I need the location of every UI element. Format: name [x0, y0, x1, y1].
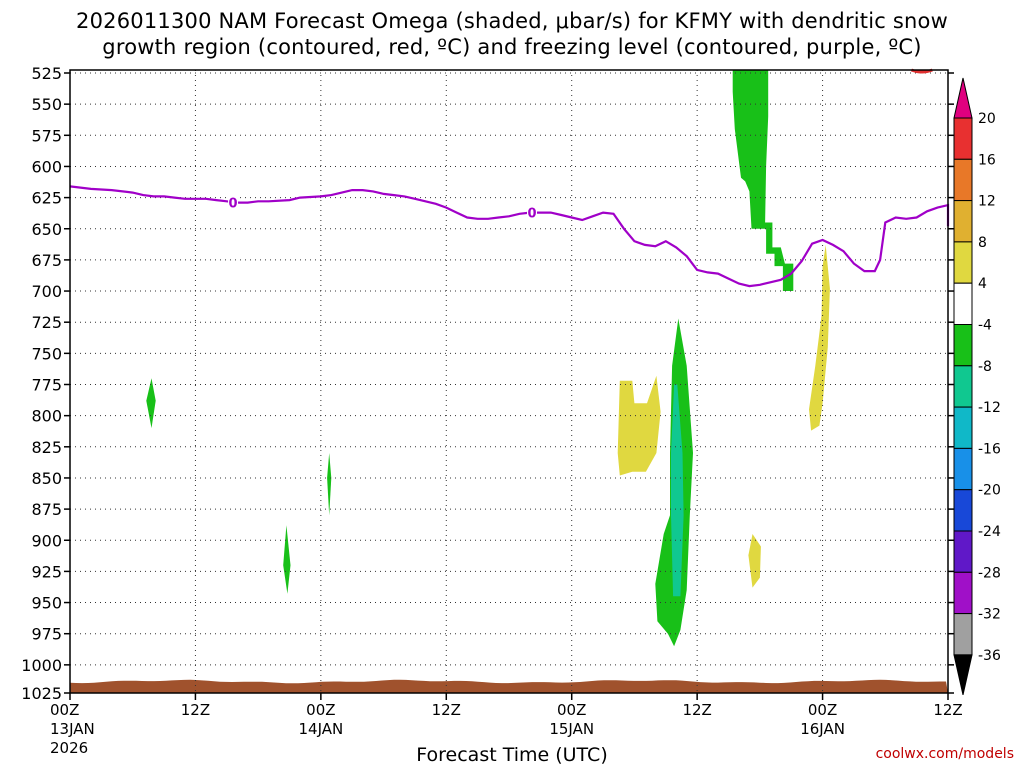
- y-tick-label-9: 750: [31, 344, 62, 363]
- colorbar-seg-4: [953, 241, 973, 284]
- y-tick-label-7: 700: [31, 282, 62, 301]
- x-year-label-0: 2026: [50, 739, 88, 757]
- plot-frame: [69, 69, 949, 694]
- colorbar-seg-2: [953, 158, 973, 202]
- y-tick-label-16: 925: [31, 562, 62, 581]
- x-date-label-4: 15JAN: [549, 720, 594, 738]
- omega-region-2: [327, 453, 332, 516]
- colorbar-seg-3: [953, 200, 973, 243]
- y-tick-label-1: 550: [31, 95, 62, 114]
- colorbar-seg-6: [953, 324, 973, 367]
- omega-region-0: [732, 70, 794, 291]
- y-tick-label-0: 525: [31, 64, 62, 83]
- y-tick-label-12: 825: [31, 438, 62, 457]
- colorbar-seg-1: [953, 117, 973, 160]
- omega-region-7: [809, 244, 830, 431]
- y-tick-label-13: 850: [31, 469, 62, 488]
- colorbar-label-5: -4: [978, 318, 992, 334]
- x-tick-label-5: 12Z: [682, 701, 711, 719]
- freezing-label-bg-1: [526, 205, 537, 219]
- colorbar-seg-11: [953, 530, 973, 573]
- colorbar-seg-7: [953, 365, 973, 408]
- y-tick-label-4: 625: [31, 189, 62, 208]
- y-tick-label-3: 600: [31, 157, 62, 176]
- x-tick-label-0: 00Z: [50, 701, 79, 719]
- colorbar-label-11: -28: [978, 565, 1001, 581]
- colorbar-label-4: 4: [978, 276, 987, 292]
- y-tick-label-11: 800: [31, 407, 62, 426]
- colorbar-label-3: 8: [978, 235, 987, 251]
- omega-region-6: [617, 375, 661, 476]
- y-tick-label-14: 875: [31, 500, 62, 519]
- colorbar-seg-12: [953, 571, 973, 615]
- colorbar-label-9: -20: [978, 483, 1001, 499]
- colorbar-label-0: 20: [978, 111, 996, 127]
- colorbar-label-7: -12: [978, 400, 1001, 416]
- colorbar-top-arrow: [953, 77, 973, 119]
- x-tick-label-1: 12Z: [181, 701, 210, 719]
- colorbar-label-8: -16: [978, 441, 1001, 457]
- y-tick-label-10: 775: [31, 376, 62, 395]
- colorbar-seg-5: [953, 282, 973, 326]
- x-axis-label: Forecast Time (UTC): [416, 744, 608, 766]
- omega-region-1: [146, 378, 156, 429]
- y-tick-label-20: 1025: [21, 684, 62, 703]
- colorbar-seg-9: [953, 447, 973, 491]
- x-date-label-6: 16JAN: [800, 720, 845, 738]
- freezing-level-line: [69, 185, 950, 288]
- y-tick-label-15: 900: [31, 531, 62, 550]
- x-tick-label-7: 12Z: [933, 701, 962, 719]
- freezing-label-0: 0: [229, 197, 238, 212]
- colorbar-bottom-arrow: [953, 654, 973, 696]
- colorbar-label-12: -32: [978, 607, 1001, 623]
- omega-region-5: [671, 384, 684, 597]
- credit-link[interactable]: coolwx.com/models: [875, 746, 1014, 762]
- freezing-label-bg-0: [228, 195, 239, 209]
- colorbar-label-2: 12: [978, 194, 996, 210]
- chart-title-line-1: 2026011300 NAM Forecast Omega (shaded, μ…: [76, 9, 948, 33]
- colorbar-label-6: -8: [978, 359, 992, 375]
- x-date-label-0: 13JAN: [50, 720, 95, 738]
- y-tick-label-5: 650: [31, 220, 62, 239]
- y-tick-label-19: 1000: [21, 656, 62, 675]
- colorbar-seg-13: [953, 613, 973, 656]
- x-tick-label-3: 12Z: [432, 701, 461, 719]
- chart-title: 2026011300 NAM Forecast Omega (shaded, μ…: [0, 8, 1024, 60]
- colorbar-seg-10: [953, 489, 973, 532]
- freezing-label-1: 0: [527, 207, 536, 222]
- x-tick-label-4: 00Z: [557, 701, 586, 719]
- x-date-label-2: 14JAN: [298, 720, 343, 738]
- x-tick-label-6: 00Z: [808, 701, 837, 719]
- y-tick-label-17: 950: [31, 594, 62, 613]
- y-tick-label-6: 675: [31, 251, 62, 270]
- x-tick-label-2: 00Z: [306, 701, 335, 719]
- y-tick-label-2: 575: [31, 126, 62, 145]
- omega-region-8: [748, 534, 761, 588]
- colorbar-label-10: -24: [978, 524, 1001, 540]
- colorbar-label-1: 16: [978, 152, 996, 168]
- colorbar-label-13: -36: [978, 648, 1001, 664]
- terrain-surface: [70, 679, 948, 693]
- chart-title-line-2: growth region (contoured, red, ºC) and f…: [102, 35, 922, 59]
- colorbar-seg-8: [953, 406, 973, 449]
- y-tick-label-18: 975: [31, 625, 62, 644]
- y-tick-label-8: 725: [31, 313, 62, 332]
- omega-region-3: [283, 525, 291, 594]
